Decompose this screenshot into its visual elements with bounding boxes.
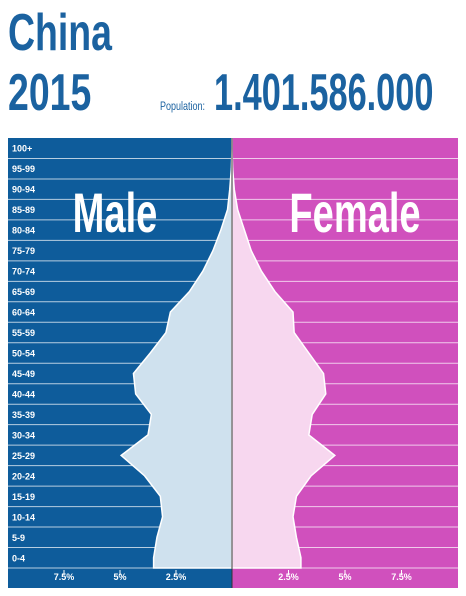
y-tick-label: 50-54 — [12, 349, 35, 359]
x-tick-label: 2.5% — [278, 572, 299, 582]
y-tick-label: 85-89 — [12, 205, 35, 215]
year: 2015 — [8, 63, 91, 122]
chart: Male Female 100+ 95-99 90-94 85-89 80-84 75-79 7… — [8, 138, 458, 588]
y-tick-label: 80-84 — [12, 226, 35, 236]
y-tick-label: 20-24 — [12, 471, 35, 481]
x-tick-label: 5% — [113, 572, 126, 582]
y-tick-label: 75-79 — [12, 246, 35, 256]
y-tick-label: 100+ — [12, 144, 32, 154]
y-tick-label: 65-69 — [12, 287, 35, 297]
legend-label: Male — [73, 183, 158, 245]
y-tick-label: 90-94 — [12, 185, 35, 195]
y-tick-label: 5-9 — [12, 533, 25, 543]
y-tick-label: 15-19 — [12, 492, 35, 502]
y-tick-label: 40-44 — [12, 389, 35, 399]
y-tick-label: 10-14 — [12, 512, 35, 522]
y-tick-label: 95-99 — [12, 164, 35, 174]
x-tick-label: 7.5% — [391, 572, 412, 582]
population-label: Population: — [160, 100, 205, 114]
y-tick-label: 30-34 — [12, 430, 35, 440]
legend-label: Female — [289, 183, 420, 245]
population: 1.401.586.000 — [214, 64, 433, 122]
y-tick-label: 25-29 — [12, 451, 35, 461]
y-tick-label: 0-4 — [12, 553, 25, 563]
y-tick-label: 60-64 — [12, 308, 35, 318]
pyramid-area — [231, 138, 337, 569]
x-tick-label: 5% — [338, 572, 351, 582]
x-tick-label: 2.5% — [166, 572, 187, 582]
y-tick-label: 35-39 — [12, 410, 35, 420]
y-tick-label: 55-59 — [12, 328, 35, 338]
pyramid-area — [119, 138, 233, 569]
y-tick-label: 45-49 — [12, 369, 35, 379]
title: China — [8, 3, 113, 62]
y-tick-label: 70-74 — [12, 267, 35, 277]
x-tick-label: 7.5% — [54, 572, 75, 582]
